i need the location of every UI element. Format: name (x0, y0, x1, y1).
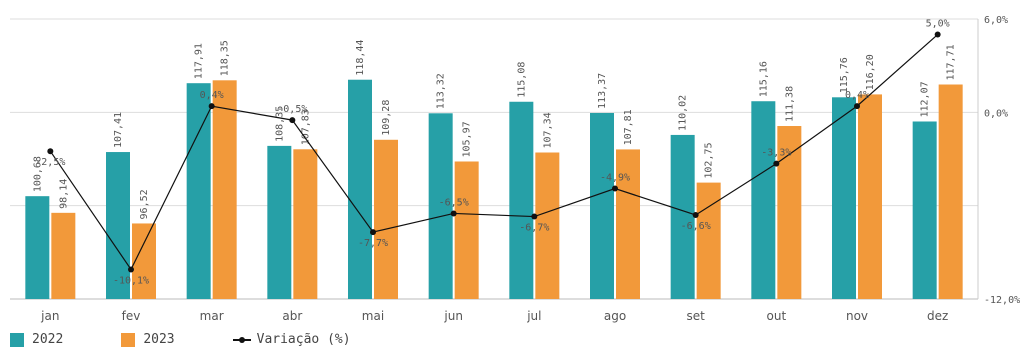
x-tick-label: jan (40, 309, 59, 323)
legend-label-2023: 2023 (143, 332, 175, 347)
bar-value-label: 96,52 (139, 189, 150, 219)
legend-label-variacao: Variação (%) (256, 332, 351, 347)
variation-point (773, 160, 780, 167)
variation-label: -0,5% (277, 104, 307, 115)
x-tick-label: abr (282, 309, 302, 323)
variation-label: -7,7% (358, 238, 388, 249)
right-axis-tick-label: 0,0% (984, 108, 1008, 119)
bar-2022-dez (912, 121, 937, 299)
bar-value-label: 117,71 (946, 44, 957, 80)
bar-value-label: 98,14 (58, 179, 69, 209)
variation-line (49, 34, 939, 271)
legend-swatch-2022 (10, 332, 24, 347)
bar-2022-jan (25, 196, 50, 299)
bar-2022-out (751, 101, 776, 299)
bar-2022-jul (509, 101, 534, 300)
bar-2023-fev (132, 223, 156, 299)
variation-label: -10,1% (113, 275, 149, 286)
right-axis-tick-label: 6,0% (984, 15, 1008, 26)
x-tick-label: jun (443, 309, 463, 323)
variation-point (612, 185, 618, 192)
bar-2022-ago (590, 112, 614, 299)
bar-2022-nov (832, 97, 856, 300)
bar-value-label: 113,37 (597, 73, 608, 109)
x-tick-label: jul (526, 309, 541, 323)
variation-point (934, 31, 941, 38)
bar-2023-jul (535, 152, 560, 299)
legend-swatch-2023 (121, 332, 136, 347)
legend-label-2022: 2022 (32, 332, 64, 347)
variation-label: -6,7% (519, 223, 549, 234)
variation-label: -6,5% (439, 197, 469, 208)
variation-label: -2,5% (35, 157, 65, 168)
bar-value-label: 107,81 (623, 109, 634, 145)
x-tick-label: nov (846, 309, 868, 323)
bar-2022-fev (106, 152, 130, 299)
bar-2023-ago (616, 149, 640, 299)
bar-value-label: 105,97 (462, 121, 473, 157)
bar-2023-mai (374, 139, 398, 299)
legend-item-2023[interactable]: 2023 (121, 332, 175, 347)
bar-value-label: 118,35 (220, 40, 231, 76)
bar-value-label: 107,83 (300, 109, 311, 145)
variation-point (370, 229, 376, 236)
variation-point (854, 103, 860, 110)
bar-2022-abr (267, 145, 292, 299)
variation-label: -4,9% (600, 173, 630, 184)
x-tick-label: ago (604, 309, 626, 323)
legend-item-variacao[interactable]: Variação (%) (232, 332, 351, 347)
legend-item-2022[interactable]: 2022 (10, 332, 63, 347)
bar-2023-set (696, 182, 721, 299)
x-tick-label: dez (927, 309, 948, 323)
bar-2022-mar (186, 83, 211, 300)
x-tick-label: set (686, 309, 705, 323)
x-tick-label: mai (362, 309, 384, 323)
bar-value-label: 116,20 (865, 54, 876, 90)
variation-point (47, 148, 54, 155)
bar-value-label: 107,41 (113, 112, 124, 148)
variation-label: 0,4% (845, 90, 869, 101)
variation-label: -3,3% (761, 148, 791, 159)
variation-point (531, 213, 538, 220)
variation-label: 5,0% (926, 19, 950, 30)
variation-point (450, 210, 457, 217)
x-tick-label: mar (200, 309, 224, 323)
bar-2023-dez (938, 84, 963, 299)
variation-point (128, 266, 134, 273)
bar-value-label: 117,91 (194, 43, 205, 79)
right-axis-tick-label: -12,0% (984, 295, 1020, 306)
bar-value-label: 115,08 (516, 62, 527, 98)
bar-2023-jun (454, 161, 479, 299)
x-tick-label: fev (122, 309, 141, 323)
legend-line-icon (232, 336, 251, 343)
bar-2023-abr (293, 149, 318, 299)
variation-label: -6,6% (681, 221, 711, 232)
bar-value-label: 110,02 (678, 95, 689, 131)
bar-value-label: 100,68 (32, 156, 43, 192)
bar-2023-jan (51, 212, 76, 299)
bar-value-label: 112,07 (920, 81, 931, 117)
bar-value-label: 108,35 (274, 106, 285, 142)
variation-point (208, 103, 215, 110)
variation-point (692, 212, 699, 218)
bar-value-label: 102,75 (704, 142, 715, 178)
bar-2023-mar (212, 80, 237, 299)
variation-label: 0,4% (200, 90, 224, 101)
combo-chart: 6,0% 0,0% -12,0% 100,68 107,41 117,91 108,35 11… (10, 15, 1020, 323)
bar-value-label: 107,34 (542, 112, 553, 148)
bar-value-label: 113,32 (436, 73, 447, 109)
bar-value-label: 109,28 (381, 100, 392, 136)
legend: 2022 2023 Variação (%) (10, 332, 409, 347)
bar-value-label: 118,44 (355, 40, 366, 76)
bar-value-label: 115,16 (758, 61, 769, 97)
bar-2022-set (670, 134, 695, 299)
bar-2022-mai (348, 79, 372, 299)
variation-point (289, 117, 296, 124)
bar-value-label: 111,38 (784, 86, 795, 122)
bar-value-label: 115,76 (839, 57, 850, 93)
bar-2022-jun (428, 113, 453, 300)
bar-2023-nov (858, 94, 882, 299)
x-tick-label: out (767, 309, 787, 323)
